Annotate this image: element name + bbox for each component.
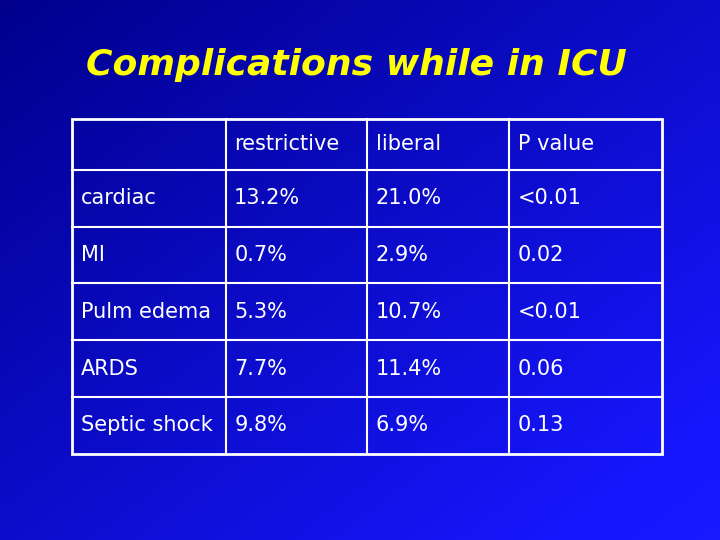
Text: P value: P value (518, 134, 594, 154)
Text: 13.2%: 13.2% (234, 188, 300, 208)
Text: 0.02: 0.02 (518, 245, 564, 265)
Text: Pulm edema: Pulm edema (81, 302, 211, 322)
Text: 7.7%: 7.7% (234, 359, 287, 379)
Text: 10.7%: 10.7% (376, 302, 442, 322)
Text: 21.0%: 21.0% (376, 188, 442, 208)
Text: cardiac: cardiac (81, 188, 156, 208)
Text: 0.06: 0.06 (518, 359, 564, 379)
Text: liberal: liberal (376, 134, 441, 154)
Text: 0.7%: 0.7% (234, 245, 287, 265)
Text: <0.01: <0.01 (518, 188, 582, 208)
Text: 11.4%: 11.4% (376, 359, 442, 379)
Text: Complications while in ICU: Complications while in ICU (86, 48, 627, 82)
Text: <0.01: <0.01 (518, 302, 582, 322)
Text: 9.8%: 9.8% (234, 415, 287, 435)
Text: MI: MI (81, 245, 104, 265)
Text: Septic shock: Septic shock (81, 415, 212, 435)
Text: 5.3%: 5.3% (234, 302, 287, 322)
Text: 2.9%: 2.9% (376, 245, 429, 265)
Text: 0.13: 0.13 (518, 415, 564, 435)
Bar (72, 119, 662, 454)
Text: 6.9%: 6.9% (376, 415, 429, 435)
Text: ARDS: ARDS (81, 359, 138, 379)
Text: restrictive: restrictive (234, 134, 339, 154)
